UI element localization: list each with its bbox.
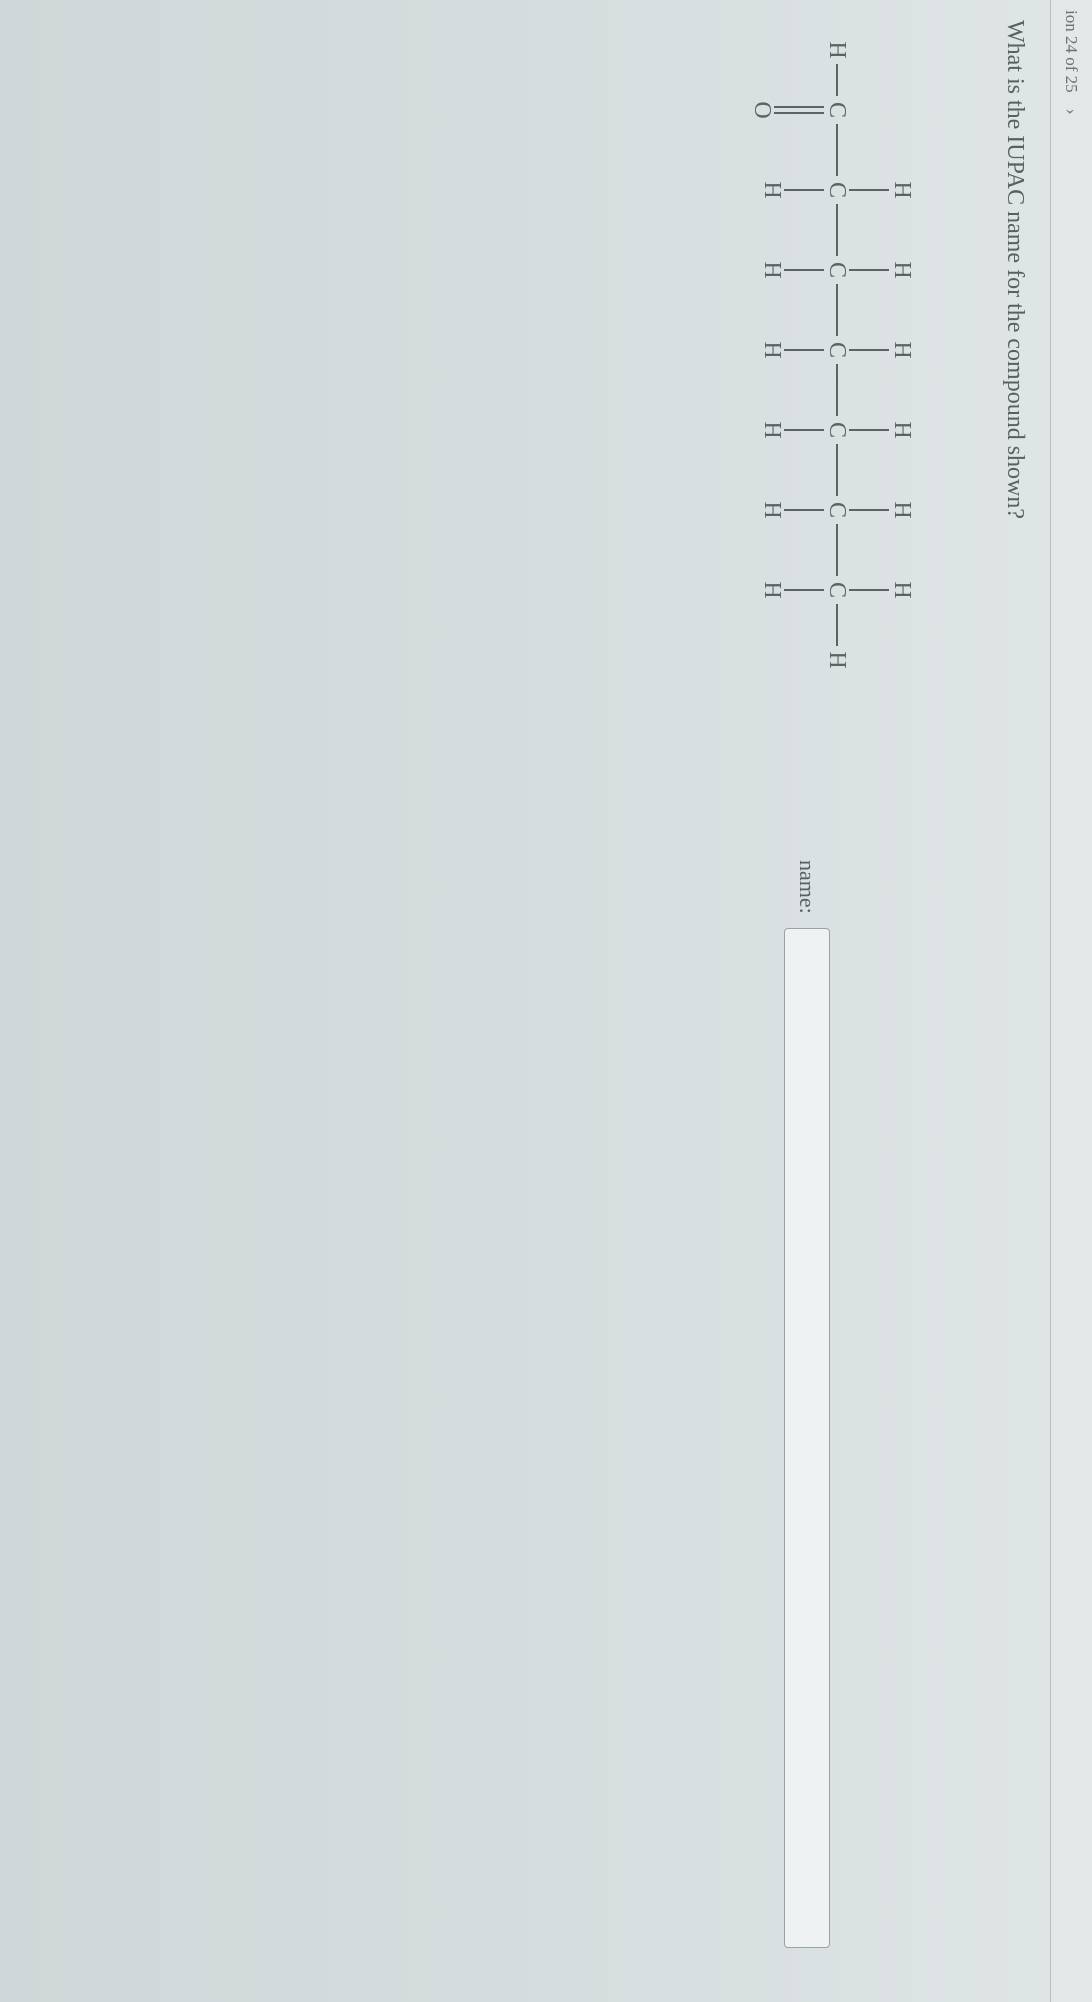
atom-H3t: H bbox=[887, 250, 917, 290]
atom-H7t: H bbox=[887, 570, 917, 610]
bond-vertical bbox=[784, 189, 824, 191]
bond-horizontal bbox=[836, 204, 838, 256]
atom-H2t: H bbox=[887, 170, 917, 210]
bond-vertical bbox=[849, 269, 889, 271]
bond-vertical bbox=[784, 269, 824, 271]
atom-H5t: H bbox=[887, 410, 917, 450]
question-text: What is the IUPAC name for the compound … bbox=[1001, 20, 1028, 1982]
double-bond-line bbox=[774, 112, 824, 114]
bond-horizontal bbox=[836, 64, 838, 96]
atom-H6t: H bbox=[887, 490, 917, 530]
atom-H6b: H bbox=[757, 490, 787, 530]
bond-horizontal bbox=[836, 604, 838, 646]
atom-H4b: H bbox=[757, 330, 787, 370]
answer-input[interactable] bbox=[784, 928, 830, 1948]
bond-vertical bbox=[784, 429, 824, 431]
double-bond-line bbox=[774, 106, 824, 108]
bond-vertical bbox=[849, 189, 889, 191]
content-area: What is the IUPAC name for the compound … bbox=[687, 0, 1050, 2002]
atom-H7b: H bbox=[757, 570, 787, 610]
atom-H2b: H bbox=[757, 170, 787, 210]
answer-area: name: bbox=[784, 860, 830, 1948]
bond-horizontal bbox=[836, 124, 838, 176]
bond-vertical bbox=[784, 349, 824, 351]
atom-H3b: H bbox=[757, 250, 787, 290]
bond-horizontal bbox=[836, 524, 838, 576]
bond-vertical bbox=[849, 509, 889, 511]
atom-O: O bbox=[747, 90, 777, 130]
bond-vertical bbox=[849, 429, 889, 431]
bond-horizontal bbox=[836, 284, 838, 336]
molecule-structure: HCOCHHCHHCHHCHHCHHCHHH bbox=[707, 20, 967, 740]
question-progress: ion 24 of 25 bbox=[1062, 10, 1082, 93]
atom-H4t: H bbox=[887, 330, 917, 370]
answer-label: name: bbox=[794, 860, 820, 914]
toolbar: ion 24 of 25 › bbox=[1050, 0, 1092, 2002]
atom-H-right: H bbox=[822, 640, 852, 680]
bond-vertical bbox=[849, 589, 889, 591]
bond-horizontal bbox=[836, 364, 838, 416]
next-question-chevron[interactable]: › bbox=[1061, 103, 1082, 121]
bond-vertical bbox=[784, 509, 824, 511]
bond-vertical bbox=[849, 349, 889, 351]
page-rotated-wrap: ion 24 of 25 › What is the IUPAC name fo… bbox=[0, 0, 1092, 2002]
bond-vertical bbox=[784, 589, 824, 591]
bond-horizontal bbox=[836, 444, 838, 496]
atom-H5b: H bbox=[757, 410, 787, 450]
